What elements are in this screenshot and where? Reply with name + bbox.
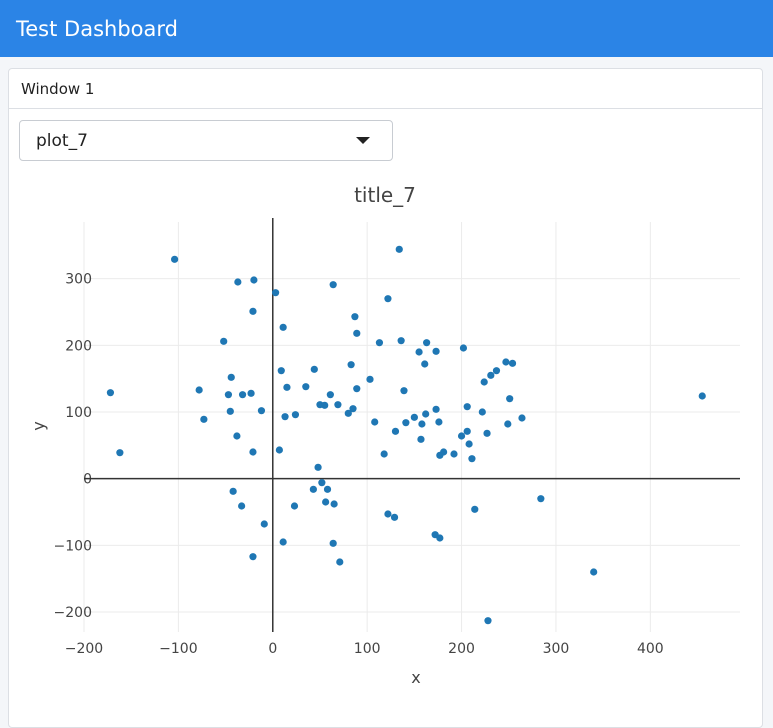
plot-select[interactable]: plot_7 (19, 120, 393, 161)
app-header: Test Dashboard (0, 0, 773, 57)
window-header: Window 1 (9, 69, 762, 109)
chevron-down-icon[interactable] (356, 137, 370, 144)
plot-select-value: plot_7 (36, 130, 88, 151)
window-title: Window 1 (21, 79, 95, 98)
window-panel: Window 1 plot_7 (8, 68, 763, 728)
app-title: Test Dashboard (16, 16, 178, 41)
